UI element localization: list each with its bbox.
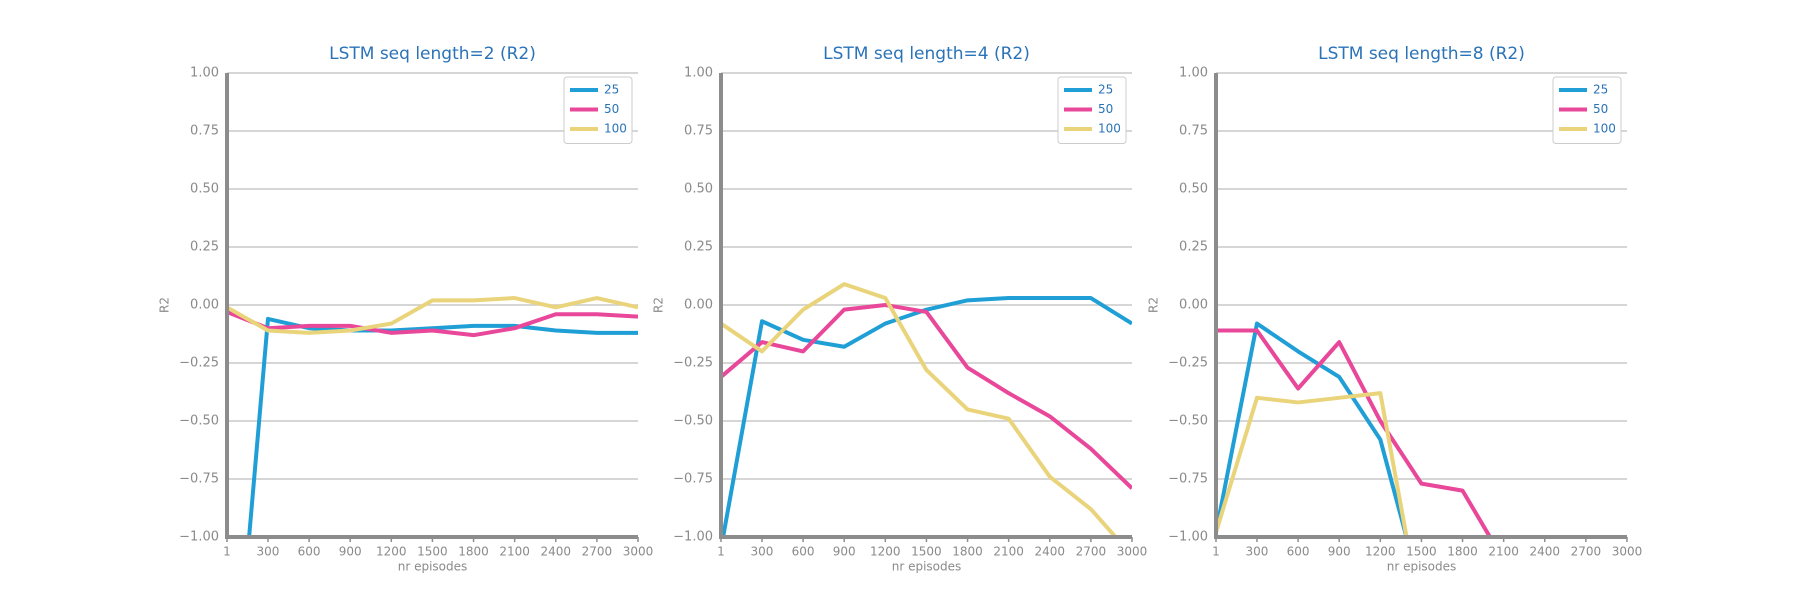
x-tick-label: 300 bbox=[751, 545, 774, 559]
legend-label: 100 bbox=[1593, 122, 1616, 136]
legend-label: 50 bbox=[1098, 102, 1113, 116]
x-tick-label: 300 bbox=[257, 545, 280, 559]
x-axis-label: nr episodes bbox=[892, 560, 962, 574]
x-tick-label: 900 bbox=[1328, 545, 1351, 559]
legend-label: 100 bbox=[604, 122, 627, 136]
legend: 25 50 100 bbox=[1552, 76, 1622, 144]
x-tick-label: 2700 bbox=[1076, 545, 1107, 559]
series-line bbox=[227, 296, 638, 335]
x-tick-label: 3000 bbox=[1612, 545, 1643, 559]
x-tick-label: 3000 bbox=[623, 545, 654, 559]
series-line bbox=[227, 310, 638, 338]
y-axis-label: R2 bbox=[652, 297, 666, 313]
y-tick-label: 1.00 bbox=[190, 66, 219, 81]
x-tick-label: 2100 bbox=[1488, 545, 1519, 559]
series-line bbox=[1216, 321, 1409, 537]
x-tick-label: 2400 bbox=[540, 545, 571, 559]
x-tick-label: 3000 bbox=[1117, 545, 1148, 559]
y-tick-label: 0.00 bbox=[190, 298, 219, 313]
legend-label: 50 bbox=[1593, 102, 1608, 116]
x-tick-label: 2100 bbox=[993, 545, 1024, 559]
y-tick-label: 1.00 bbox=[684, 66, 713, 81]
y-tick-label: 0.25 bbox=[190, 240, 219, 255]
y-tick-label: 0.25 bbox=[1179, 240, 1208, 255]
x-tick-label: 2400 bbox=[1034, 545, 1065, 559]
x-tick-label: 1 bbox=[223, 545, 231, 559]
x-tick-label: 1200 bbox=[870, 545, 901, 559]
y-tick-label: −1.00 bbox=[673, 530, 713, 545]
legend-label: 25 bbox=[1098, 83, 1113, 97]
legend: 25 50 100 bbox=[1057, 76, 1127, 144]
y-tick-label: −1.00 bbox=[179, 530, 219, 545]
y-tick-label: 0.75 bbox=[190, 124, 219, 139]
series-line bbox=[721, 282, 1119, 537]
chart-title: LSTM seq length=8 (R2) bbox=[1318, 44, 1525, 64]
y-tick-label: 0.25 bbox=[684, 240, 713, 255]
series-line bbox=[721, 296, 1132, 537]
y-tick-label: −0.75 bbox=[1168, 472, 1208, 487]
x-tick-label: 1 bbox=[1212, 545, 1220, 559]
legend-label: 25 bbox=[1593, 83, 1608, 97]
lines bbox=[227, 296, 638, 537]
y-axis-label: R2 bbox=[1147, 297, 1161, 313]
y-tick-label: 0.50 bbox=[190, 182, 219, 197]
y-tick-label: 1.00 bbox=[1179, 66, 1208, 81]
legend: 25 50 100 bbox=[563, 76, 633, 144]
x-axis-label: nr episodes bbox=[1387, 560, 1457, 574]
x-tick-label: 2700 bbox=[1571, 545, 1602, 559]
subplot: LSTM seq length=4 (R2) −1.00 −0.75 −0.50 −0.… bbox=[652, 44, 1148, 574]
y-tick-label: −0.50 bbox=[179, 414, 219, 429]
x-tick-label: 1800 bbox=[952, 545, 983, 559]
series-line bbox=[721, 303, 1132, 490]
y-tick-label: −0.25 bbox=[179, 356, 219, 371]
x-tick-label: 2400 bbox=[1529, 545, 1560, 559]
series-line bbox=[1216, 391, 1409, 537]
x-tick-label: 900 bbox=[339, 545, 362, 559]
x-tick-label: 600 bbox=[298, 545, 321, 559]
x-tick-label: 1500 bbox=[417, 545, 448, 559]
y-tick-label: 0.50 bbox=[1179, 182, 1208, 197]
x-tick-label: 2700 bbox=[582, 545, 613, 559]
legend-label: 25 bbox=[604, 83, 619, 97]
y-tick-label: 0.75 bbox=[684, 124, 713, 139]
x-tick-label: 1200 bbox=[1365, 545, 1396, 559]
x-axis-label: nr episodes bbox=[398, 560, 468, 574]
y-tick-label: 0.50 bbox=[684, 182, 713, 197]
y-tick-label: −0.50 bbox=[1168, 414, 1208, 429]
y-tick-label: −0.25 bbox=[1168, 356, 1208, 371]
lines bbox=[721, 282, 1132, 537]
y-tick-label: −0.25 bbox=[673, 356, 713, 371]
x-tick-label: 600 bbox=[792, 545, 815, 559]
x-tick-label: 900 bbox=[833, 545, 856, 559]
y-tick-label: 0.75 bbox=[1179, 124, 1208, 139]
y-tick-label: −0.75 bbox=[179, 472, 219, 487]
chart-title: LSTM seq length=2 (R2) bbox=[329, 44, 536, 64]
y-tick-label: 0.00 bbox=[1179, 298, 1208, 313]
x-tick-label: 1800 bbox=[1447, 545, 1478, 559]
y-tick-label: 0.00 bbox=[684, 298, 713, 313]
y-tick-label: −0.50 bbox=[673, 414, 713, 429]
legend-label: 50 bbox=[604, 102, 619, 116]
subplot: LSTM seq length=8 (R2) −1.00 −0.75 −0.50 −0.… bbox=[1147, 44, 1643, 574]
chart-title: LSTM seq length=4 (R2) bbox=[823, 44, 1030, 64]
x-tick-label: 2100 bbox=[499, 545, 530, 559]
lines bbox=[1216, 321, 1493, 537]
y-axis-label: R2 bbox=[158, 297, 172, 313]
series-line bbox=[1216, 328, 1493, 537]
x-tick-label: 300 bbox=[1246, 545, 1269, 559]
y-tick-label: −1.00 bbox=[1168, 530, 1208, 545]
y-tick-label: −0.75 bbox=[673, 472, 713, 487]
x-tick-label: 600 bbox=[1287, 545, 1310, 559]
x-tick-label: 1800 bbox=[458, 545, 489, 559]
x-tick-label: 1500 bbox=[1406, 545, 1437, 559]
x-tick-label: 1500 bbox=[911, 545, 942, 559]
legend-label: 100 bbox=[1098, 122, 1121, 136]
subplot: LSTM seq length=2 (R2) −1.00 −0.75 −0.50 −0.… bbox=[158, 44, 654, 574]
x-tick-label: 1200 bbox=[376, 545, 407, 559]
x-tick-label: 1 bbox=[717, 545, 725, 559]
